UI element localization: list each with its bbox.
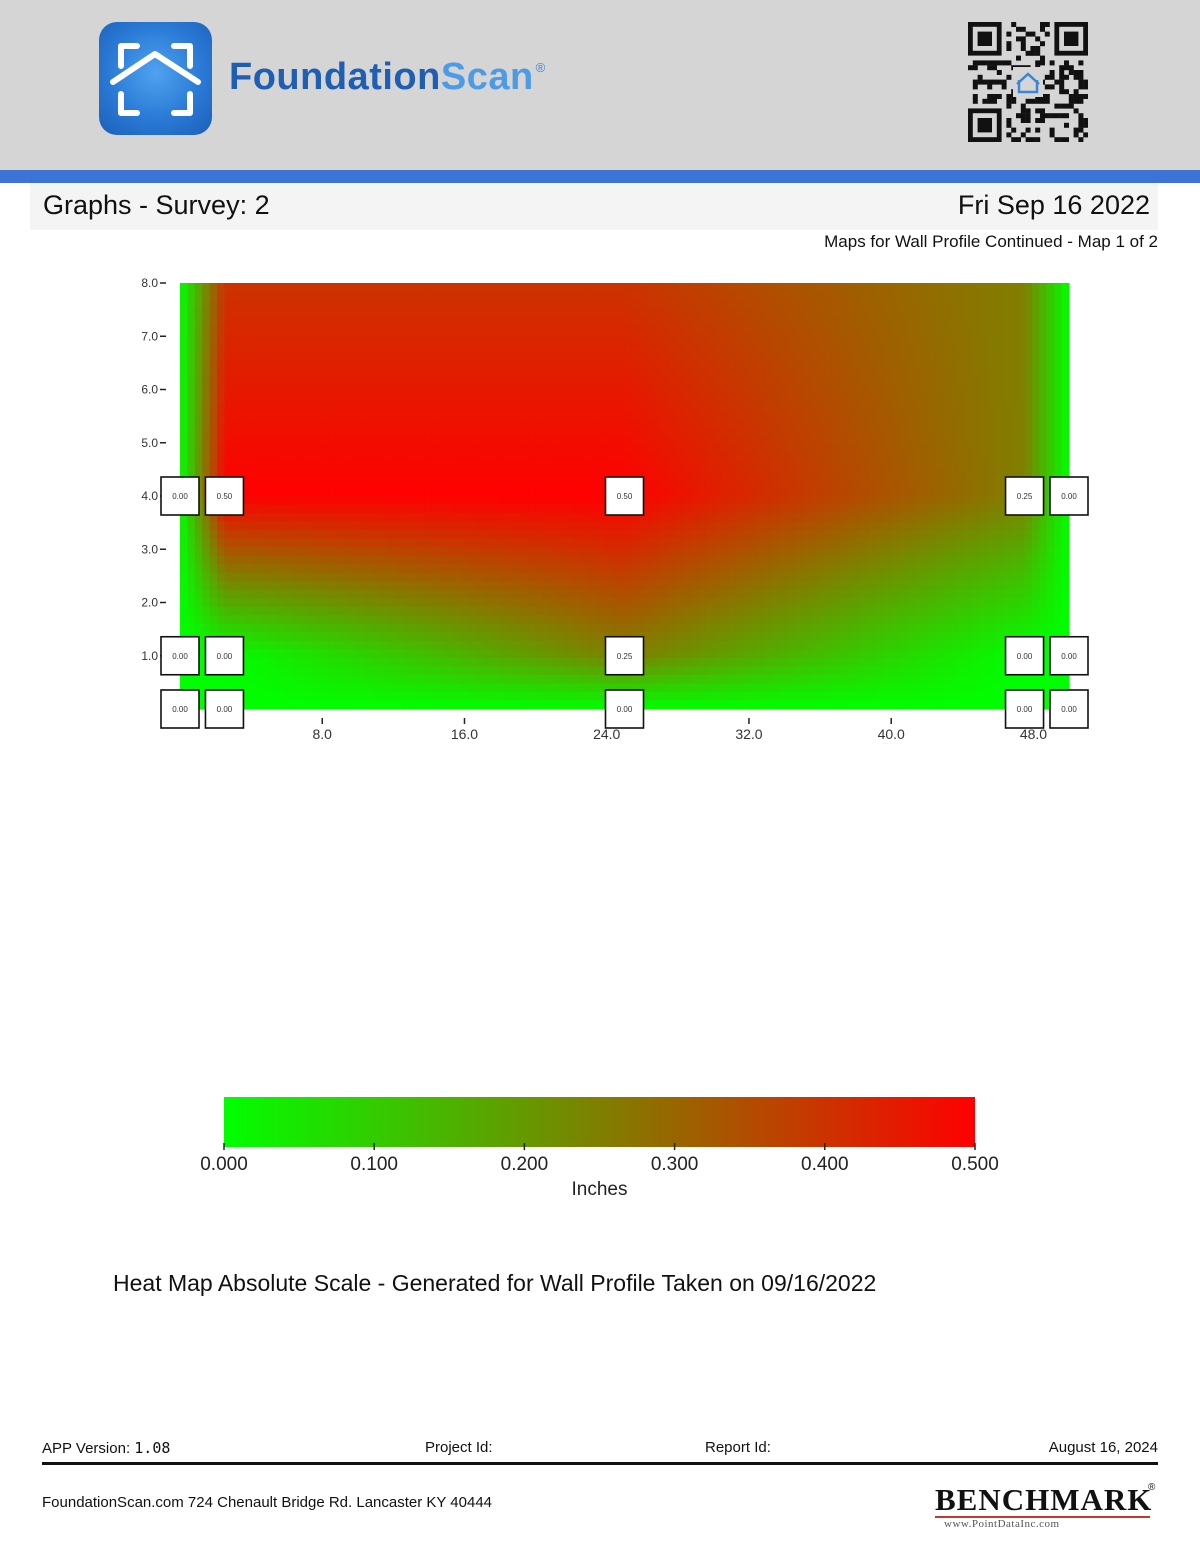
measurement-value: 0.00 — [1017, 652, 1033, 661]
measurement-value: 0.00 — [1061, 652, 1077, 661]
footer-address: FoundationScan.com 724 Chenault Bridge R… — [42, 1494, 493, 1511]
measurement-value: 0.00 — [217, 652, 233, 661]
measurement-value: 0.00 — [172, 705, 188, 714]
scale-tick-label: 0.400 — [801, 1154, 849, 1175]
heat-cells — [180, 283, 1070, 710]
project-id-label: Project Id: — [425, 1439, 493, 1456]
measurement-value: 0.00 — [1061, 492, 1077, 501]
measurement-point: 0.00 — [1049, 635, 1089, 676]
measurement-value: 0.50 — [217, 492, 233, 501]
y-tick-label: 2.0 — [141, 596, 158, 610]
measurement-value: 0.00 — [1017, 705, 1033, 714]
measurement-point: 0.00 — [1049, 476, 1089, 516]
house-frame-icon — [99, 22, 212, 135]
color-scale-axis: 0.000 0.100 0.200 0.300 0.400 0.500 Inches — [200, 1143, 999, 1200]
scale-label: Inches — [572, 1179, 628, 1200]
x-tick-label: 48.0 — [1020, 726, 1047, 742]
y-tick-label: 7.0 — [141, 329, 158, 343]
header-rule — [0, 170, 1200, 183]
y-tick-label: 3.0 — [141, 542, 158, 556]
measurement-value: 0.00 — [617, 705, 633, 714]
measurement-point: 0.00 — [204, 635, 245, 676]
measurement-point: 0.50 — [604, 476, 645, 516]
brand-part-scan: Scan — [440, 56, 534, 98]
measurement-point: 0.00 — [204, 689, 245, 729]
scale-tick-label: 0.300 — [651, 1154, 699, 1175]
measurement-value: 0.00 — [172, 652, 188, 661]
y-tick-label: 1.0 — [141, 649, 158, 663]
y-tick-label: 6.0 — [141, 383, 158, 397]
y-tick-label: 4.0 — [141, 489, 158, 503]
measurement-point: 0.00 — [1004, 635, 1045, 676]
benchmark-registered-mark: ® — [1148, 1482, 1156, 1493]
measurement-point: 0.00 — [160, 476, 200, 516]
heat-map-chart: 1.0 2.0 3.0 4.0 5.0 6.0 7.0 8.0 8.0 16.0 24.0 32.0 4… — [141, 276, 1089, 742]
x-tick-label: 16.0 — [451, 726, 478, 742]
app-version: APP Version: 1.08 — [42, 1439, 170, 1457]
measurement-value: 0.50 — [617, 492, 633, 501]
measurement-value: 0.00 — [172, 492, 188, 501]
scale-tick-label: 0.000 — [200, 1154, 248, 1175]
footer-rule — [42, 1462, 1158, 1465]
measurement-point: 0.00 — [160, 689, 200, 729]
registered-mark: ® — [535, 60, 546, 75]
benchmark-underline — [935, 1516, 1150, 1518]
measurement-value: 0.25 — [1017, 492, 1033, 501]
benchmark-logo: BENCHMARK www.PointDataInc.com ® — [930, 1482, 1160, 1534]
measurement-point: 0.25 — [1004, 476, 1045, 516]
scale-tick-label: 0.100 — [350, 1154, 398, 1175]
measurement-point: 0.00 — [160, 635, 200, 676]
x-tick-label: 40.0 — [878, 726, 905, 742]
scale-tick-label: 0.500 — [951, 1154, 999, 1175]
measurement-point: 0.00 — [1004, 689, 1045, 729]
page-subtitle: Maps for Wall Profile Continued - Map 1 … — [824, 232, 1158, 251]
chart-caption: Heat Map Absolute Scale - Generated for … — [113, 1270, 877, 1296]
report-header: FoundationScan ® — [0, 0, 1200, 170]
x-tick-label: 24.0 — [593, 726, 620, 742]
app-version-label: APP Version: — [42, 1440, 135, 1457]
app-version-value: 1.08 — [134, 1439, 171, 1457]
measurement-point: 0.50 — [204, 476, 245, 516]
measurement-point: 0.25 — [604, 635, 645, 676]
scale-tick-label: 0.200 — [501, 1154, 549, 1175]
report-date: August 16, 2024 — [1048, 1439, 1158, 1456]
measurement-value: 0.00 — [1061, 705, 1077, 714]
qr-code-icon — [968, 22, 1088, 142]
benchmark-url: www.PointDataInc.com — [944, 1518, 1060, 1530]
brand-part-foundation: Foundation — [229, 56, 441, 98]
page-date: Fri Sep 16 2022 — [957, 190, 1150, 220]
x-tick-label: 32.0 — [735, 726, 762, 742]
measurement-value: 0.25 — [617, 652, 633, 661]
measurement-point: 0.00 — [1049, 689, 1089, 729]
y-tick-label: 8.0 — [141, 276, 158, 290]
x-tick-label: 8.0 — [313, 726, 333, 742]
title-bar — [30, 183, 1158, 230]
measurement-point: 0.00 — [604, 689, 645, 729]
benchmark-wordmark: BENCHMARK — [935, 1482, 1153, 1517]
y-tick-label: 5.0 — [141, 436, 158, 450]
color-scale-bar — [224, 1097, 975, 1147]
page-title: Graphs - Survey: 2 — [43, 190, 270, 220]
report-id-label: Report Id: — [705, 1439, 771, 1456]
measurement-value: 0.00 — [217, 705, 233, 714]
brand-name: FoundationScan ® — [229, 56, 546, 99]
